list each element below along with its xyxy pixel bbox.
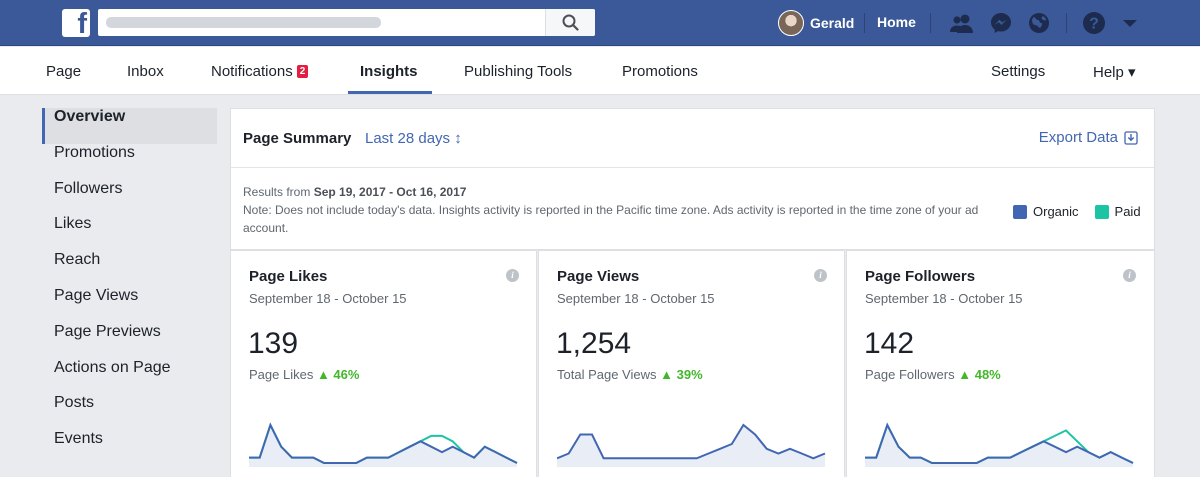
info-icon[interactable]: i: [814, 269, 827, 282]
timezone-note: Note: Does not include today's data. Ins…: [243, 203, 979, 235]
page-views-sparkline: [557, 423, 826, 467]
download-icon: [1124, 130, 1138, 145]
profile-name: Gerald: [810, 14, 855, 31]
divider: [864, 13, 865, 33]
legend: Organic Paid: [1013, 204, 1141, 219]
help-menu[interactable]: Help ▾: [1093, 64, 1136, 81]
results-prefix: Results from: [243, 185, 314, 199]
search-value-redacted: [106, 17, 381, 28]
page-likes-sparkline: [249, 422, 518, 467]
metric-change: ▲ 46%: [316, 367, 360, 382]
metric-date-range: September 18 - October 15: [865, 291, 1023, 306]
friend-requests-icon[interactable]: [950, 11, 974, 35]
page-summary-title: Page Summary: [243, 130, 352, 147]
page-summary-card: Page Summary Last 28 days ↕ Export Data …: [230, 108, 1155, 250]
insights-sidebar: Overview Promotions Followers Likes Reac…: [42, 108, 217, 466]
metric-value: 139: [248, 327, 299, 360]
sidebar-item-reach[interactable]: Reach: [54, 251, 101, 269]
sidebar-item-page-previews[interactable]: Page Previews: [54, 322, 161, 340]
messenger-icon[interactable]: [989, 11, 1013, 35]
metric-caption-label: Page Likes: [249, 367, 314, 382]
summary-header: Page Summary Last 28 days ↕ Export Data: [231, 109, 1154, 168]
account-menu-chevron-down-icon[interactable]: [1118, 11, 1142, 35]
top-navigation-bar: f Gerald Home ?: [0, 0, 1200, 46]
organic-series-line: [865, 422, 1134, 464]
metric-date-range: September 18 - October 15: [557, 291, 715, 306]
metric-title: Page Likes: [249, 268, 328, 285]
active-tab-indicator: [348, 91, 432, 94]
metric-caption-label: Total Page Views: [557, 367, 657, 382]
organic-series-line: [249, 422, 518, 464]
paid-legend-swatch: [1094, 204, 1109, 219]
notification-count-badge: 2: [296, 65, 309, 78]
results-dates: Sep 19, 2017 - Oct 16, 2017: [313, 185, 467, 199]
metric-change: ▲ 48%: [958, 367, 1001, 382]
organic-area: [865, 425, 1133, 467]
metric-caption-label: Page Followers: [865, 367, 955, 382]
tab-publishing-tools[interactable]: Publishing Tools: [464, 63, 573, 80]
facebook-logo-icon[interactable]: f: [62, 9, 90, 37]
notifications-globe-icon[interactable]: [1027, 11, 1051, 35]
avatar: [778, 9, 804, 36]
tab-notifications[interactable]: Notifications 2: [211, 63, 309, 80]
sidebar-item-likes[interactable]: Likes: [54, 215, 92, 233]
page-views-card[interactable]: Page Views September 18 - October 15 i 1…: [538, 250, 845, 477]
search-icon: [562, 14, 579, 31]
metric-caption: Page Followers ▲ 48%: [865, 367, 1001, 382]
metric-title: Page Views: [557, 268, 640, 285]
metric-change: ▲ 39%: [660, 367, 703, 382]
metric-title: Page Followers: [865, 268, 976, 285]
sidebar-item-page-views[interactable]: Page Views: [54, 286, 139, 304]
tab-notifications-label: Notifications: [211, 63, 293, 80]
sidebar-item-followers[interactable]: Followers: [54, 179, 123, 197]
tab-insights[interactable]: Insights: [360, 63, 418, 80]
sidebar-item-promotions[interactable]: Promotions: [54, 143, 135, 161]
page-followers-card[interactable]: Page Followers September 18 - October 15…: [846, 250, 1155, 477]
legend-organic-label: Organic: [1033, 204, 1079, 219]
organic-area: [249, 425, 517, 467]
info-icon[interactable]: i: [506, 269, 519, 282]
legend-paid-label: Paid: [1114, 204, 1141, 219]
logo-letter: f: [77, 9, 87, 37]
sidebar-item-posts[interactable]: Posts: [54, 394, 95, 412]
tab-page[interactable]: Page: [46, 63, 82, 80]
help-icon[interactable]: ?: [1082, 11, 1106, 35]
metric-value: 142: [864, 327, 915, 360]
sidebar-item-actions-on-page[interactable]: Actions on Page: [54, 358, 171, 376]
metric-date-range: September 18 - October 15: [249, 291, 407, 306]
info-icon[interactable]: i: [1123, 269, 1136, 282]
export-data-label: Export Data: [1038, 129, 1118, 146]
export-data-button[interactable]: Export Data: [1039, 129, 1138, 146]
page-likes-card[interactable]: Page Likes September 18 - October 15 i 1…: [230, 250, 537, 477]
tab-promotions[interactable]: Promotions: [622, 63, 698, 80]
search-button[interactable]: [545, 9, 595, 36]
metric-caption: Total Page Views ▲ 39%: [557, 367, 703, 382]
divider: [930, 13, 931, 33]
sidebar-item-overview[interactable]: Overview: [42, 108, 217, 144]
settings-link[interactable]: Settings: [991, 63, 1046, 80]
home-link[interactable]: Home: [877, 14, 916, 30]
search-box: [98, 9, 595, 36]
organic-series-line: [557, 423, 826, 460]
results-note: Results from Sep 19, 2017 - Oct 16, 2017…: [243, 183, 983, 237]
metric-value: 1,254: [556, 327, 632, 360]
profile-link[interactable]: Gerald: [778, 9, 854, 36]
sidebar-item-events[interactable]: Events: [54, 430, 103, 448]
tab-inbox[interactable]: Inbox: [127, 63, 164, 80]
organic-legend-swatch: [1013, 204, 1027, 219]
divider: [1066, 13, 1067, 33]
date-range-selector[interactable]: Last 28 days ↕: [365, 130, 462, 147]
svg-text:?: ?: [1089, 16, 1099, 33]
metric-caption: Page Likes ▲ 46%: [249, 367, 359, 382]
page-navigation: Page Inbox Notifications 2 Insights Publi…: [0, 47, 1200, 95]
organic-area: [557, 425, 825, 467]
page-followers-sparkline: [865, 422, 1134, 467]
